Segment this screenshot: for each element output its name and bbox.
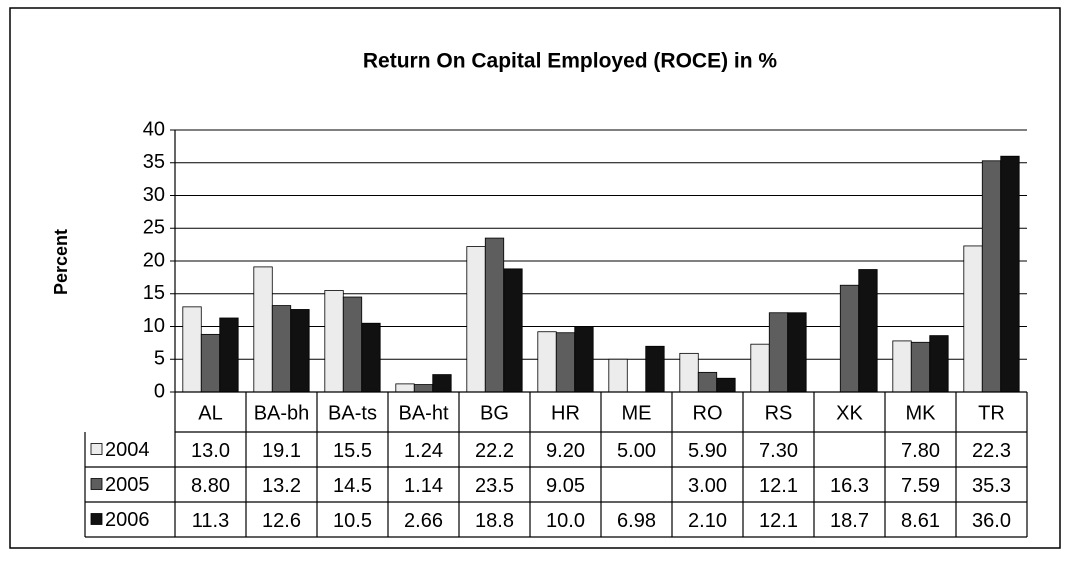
x-tick-label: TR xyxy=(978,402,1005,424)
y-tick-label: 25 xyxy=(143,217,165,239)
bar xyxy=(413,384,434,393)
bar xyxy=(929,335,949,393)
bar xyxy=(858,269,878,393)
legend-label: 2004 xyxy=(105,439,150,461)
legend-swatch xyxy=(90,478,103,490)
y-tick-label: 40 xyxy=(143,118,165,140)
data-label: 18.8 xyxy=(475,510,514,532)
x-tick-label: AL xyxy=(198,402,222,424)
data-label: 3.00 xyxy=(688,475,727,497)
data-label: 36.0 xyxy=(972,510,1011,532)
bar xyxy=(787,312,807,393)
bar xyxy=(981,160,1002,393)
bar xyxy=(200,333,221,393)
data-label: 14.5 xyxy=(333,475,372,497)
bar xyxy=(608,358,628,393)
x-tick-label: BA-ht xyxy=(398,402,448,424)
data-label: 5.90 xyxy=(688,440,727,462)
data-label: 10.0 xyxy=(546,510,585,532)
bar xyxy=(679,352,699,393)
bar xyxy=(253,266,273,393)
data-label: 5.00 xyxy=(617,440,656,462)
data-label: 10.5 xyxy=(333,510,372,532)
y-tick-label: 0 xyxy=(154,380,165,402)
data-label: 13.2 xyxy=(262,475,301,497)
bar xyxy=(395,383,415,393)
data-label: 1.14 xyxy=(404,475,443,497)
legend-label: 2006 xyxy=(105,509,150,531)
bar xyxy=(432,374,452,393)
x-tick-label: XK xyxy=(836,402,863,424)
data-label: 19.1 xyxy=(262,440,301,462)
legend-swatch xyxy=(90,513,103,525)
bar xyxy=(574,326,594,393)
x-tick-label: RO xyxy=(693,402,723,424)
bar xyxy=(290,309,310,393)
y-tick-label: 15 xyxy=(143,282,165,304)
y-tick-label: 10 xyxy=(143,315,165,337)
x-tick-label: ME xyxy=(622,402,652,424)
bar xyxy=(503,268,523,393)
data-label: 7.30 xyxy=(759,440,798,462)
data-label: 11.3 xyxy=(192,510,229,532)
x-tick-label: BG xyxy=(480,402,509,424)
bar xyxy=(1000,155,1020,393)
data-label: 22.3 xyxy=(972,440,1011,462)
bar xyxy=(697,371,718,393)
data-label: 15.5 xyxy=(333,440,372,462)
data-label: 2.66 xyxy=(404,510,443,532)
bar xyxy=(839,284,860,393)
bar xyxy=(892,340,912,393)
legend-label: 2005 xyxy=(105,474,150,496)
y-axis-title: Percent xyxy=(51,229,71,295)
bar xyxy=(466,246,486,393)
data-label: 8.61 xyxy=(901,510,940,532)
data-label: 7.80 xyxy=(901,440,940,462)
data-label: 9.05 xyxy=(546,475,585,497)
bar xyxy=(342,296,363,393)
bar xyxy=(555,332,576,393)
data-label: 12.6 xyxy=(262,510,301,532)
data-label: 16.3 xyxy=(830,475,869,497)
data-label: 2.10 xyxy=(688,510,727,532)
bar xyxy=(219,317,239,393)
data-label: 13.0 xyxy=(191,440,230,462)
data-label: 35.3 xyxy=(972,475,1011,497)
y-tick-label: 30 xyxy=(143,184,165,206)
bar xyxy=(324,290,344,393)
bar xyxy=(645,345,665,393)
data-label: 23.5 xyxy=(475,475,514,497)
bar xyxy=(768,312,789,393)
data-label: 6.98 xyxy=(617,510,656,532)
bar xyxy=(182,306,202,393)
data-label: 12.1 xyxy=(759,475,798,497)
bar xyxy=(716,377,736,393)
y-tick-label: 20 xyxy=(143,249,165,271)
bar xyxy=(537,331,557,393)
data-label: 22.2 xyxy=(475,440,514,462)
data-label: 18.7 xyxy=(830,510,869,532)
chart-title: Return On Capital Employed (ROCE) in % xyxy=(363,50,778,73)
data-label: 12.1 xyxy=(759,510,798,532)
x-tick-label: HR xyxy=(551,402,580,424)
y-tick-label: 35 xyxy=(143,151,165,173)
bar xyxy=(271,305,292,393)
data-label: 1.24 xyxy=(404,440,443,462)
bar xyxy=(963,245,983,393)
legend-swatch xyxy=(90,443,103,455)
data-label: 7.59 xyxy=(901,475,940,497)
bar xyxy=(484,237,505,393)
y-tick-label: 5 xyxy=(154,348,165,370)
bar xyxy=(361,322,381,393)
x-tick-label: BA-bh xyxy=(254,402,310,424)
data-label: 8.80 xyxy=(191,475,230,497)
x-tick-label: RS xyxy=(765,402,793,424)
x-tick-label: BA-ts xyxy=(328,402,377,424)
bar xyxy=(750,343,770,393)
data-label: 9.20 xyxy=(546,440,585,462)
bar xyxy=(910,341,931,393)
x-tick-label: MK xyxy=(906,402,937,424)
